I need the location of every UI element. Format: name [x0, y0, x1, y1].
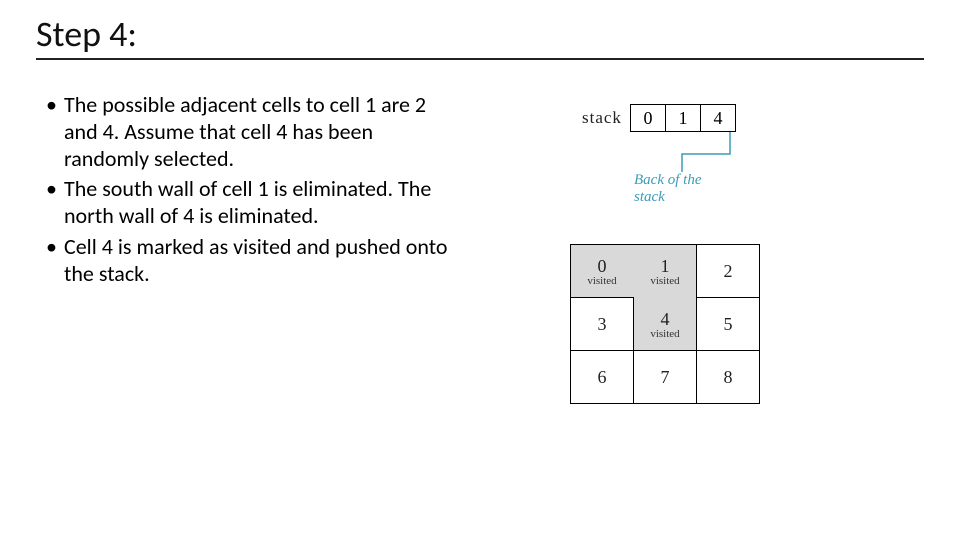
maze-cell-number: 2: [697, 261, 759, 282]
maze-cell-number: 7: [634, 367, 696, 388]
maze-cell: 7: [634, 351, 697, 404]
maze-cell-number: 3: [571, 314, 633, 335]
bullet-item: The possible adjacent cells to cell 1 ar…: [46, 92, 456, 172]
stack-cell: 4: [701, 105, 735, 131]
stack-cell: 0: [631, 105, 666, 131]
bullet-item: The south wall of cell 1 is eliminated. …: [46, 176, 456, 230]
slide: Step 4: The possible adjacent cells to c…: [0, 0, 960, 540]
maze-cell: 0visited: [571, 245, 634, 298]
grid-figure: 0visited1visited234visited5678: [570, 244, 760, 404]
maze-cell-number: 0: [571, 256, 633, 277]
maze-cell-sublabel: visited: [571, 275, 633, 287]
maze-cell-number: 8: [697, 367, 759, 388]
maze-cell: 5: [697, 298, 760, 351]
maze-cell-number: 6: [571, 367, 633, 388]
body-text: The possible adjacent cells to cell 1 ar…: [46, 92, 456, 292]
bullet-item: Cell 4 is marked as visited and pushed o…: [46, 234, 456, 288]
maze-cell: 4visited: [634, 298, 697, 351]
stack-callout: Back of the stack: [634, 172, 736, 206]
bullet-list: The possible adjacent cells to cell 1 ar…: [46, 92, 456, 288]
stack-row: stack 0 1 4: [582, 104, 736, 132]
maze-cell-number: 1: [634, 256, 696, 277]
stack-label: stack: [582, 108, 622, 128]
stack-cells: 0 1 4: [630, 104, 736, 132]
stack-figure: stack 0 1 4 Back of the stack: [582, 104, 736, 132]
maze-cell: 2: [697, 245, 760, 298]
maze-cell: 3: [571, 298, 634, 351]
slide-title: Step 4:: [36, 12, 924, 60]
maze-grid: 0visited1visited234visited5678: [570, 244, 760, 404]
maze-cell: 1visited: [634, 245, 697, 298]
maze-cell-sublabel: visited: [634, 275, 696, 287]
maze-cell-number: 4: [634, 309, 696, 330]
maze-cell: 6: [571, 351, 634, 404]
maze-cell: 8: [697, 351, 760, 404]
maze-cell-number: 5: [697, 314, 759, 335]
maze-cell-sublabel: visited: [634, 328, 696, 340]
stack-cell: 1: [666, 105, 701, 131]
